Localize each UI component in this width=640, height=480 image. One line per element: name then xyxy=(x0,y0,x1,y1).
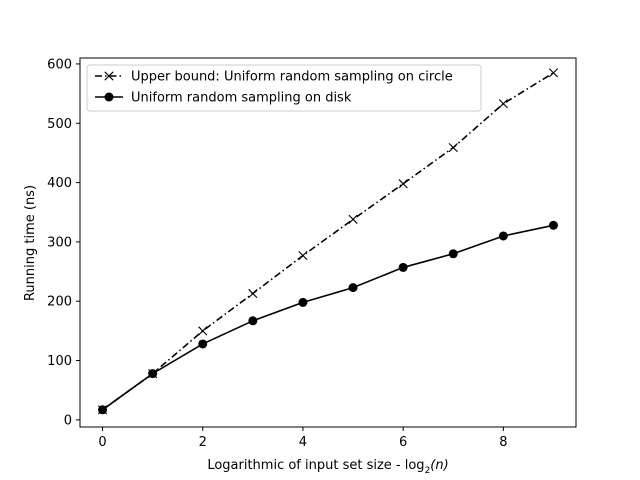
series-2-point xyxy=(448,249,458,259)
y-tick-label: 400 xyxy=(47,176,72,191)
series-2-point xyxy=(98,405,108,415)
x-axis-label-suffix: (n) xyxy=(430,458,448,473)
legend-marker-1 xyxy=(104,71,114,81)
y-tick-label: 200 xyxy=(47,295,72,310)
series-1-point xyxy=(248,288,258,299)
y-axis-label: Running time (ns) xyxy=(23,185,38,301)
series-1-point xyxy=(298,250,308,261)
y-tick-label: 600 xyxy=(47,57,72,72)
x-axis-label: Logarithmic of input set size - log2(n) xyxy=(207,458,448,476)
series-1-point xyxy=(548,68,559,78)
axes-frame xyxy=(79,57,577,428)
series-1-point xyxy=(498,99,508,109)
series-2-point xyxy=(348,283,358,293)
x-tick-label: 8 xyxy=(499,435,507,450)
x-tick-label: 0 xyxy=(98,435,106,450)
x-axis-label-main: Logarithmic of input set size - log xyxy=(207,458,424,473)
legend-box xyxy=(86,64,482,112)
series-2-point xyxy=(298,297,308,307)
series-1-point xyxy=(448,142,458,153)
series-2-point xyxy=(548,220,558,230)
series-2-point xyxy=(398,262,408,272)
series-1-point xyxy=(198,326,208,336)
series-line-2 xyxy=(102,224,554,411)
y-tick-label: 100 xyxy=(47,354,72,369)
series-1-point xyxy=(398,179,408,189)
legend-label-2: Uniform random sampling on disk xyxy=(131,91,352,106)
legend: Upper bound: Uniform random sampling on … xyxy=(86,64,482,112)
legend-marker-2 xyxy=(104,92,114,102)
y-tick-label: 500 xyxy=(47,117,72,132)
y-tick-label: 300 xyxy=(47,235,72,250)
series-2-point xyxy=(148,369,158,379)
series-1-point xyxy=(348,214,358,224)
plot-area xyxy=(97,68,559,415)
legend-label-1: Upper bound: Uniform random sampling on … xyxy=(131,70,453,85)
series-2-point xyxy=(248,316,258,326)
y-tick-label: 0 xyxy=(64,413,72,428)
x-tick-label: 2 xyxy=(199,435,207,450)
x-tick-label: 4 xyxy=(299,435,307,450)
x-axis-label-subscript: 2 xyxy=(425,466,431,476)
axis-ticks: 0 2 4 6 8 0 100 200 300 400 500 600 xyxy=(47,57,507,450)
x-tick-label: 6 xyxy=(399,435,407,450)
series-2-point xyxy=(198,339,208,349)
series-2-point xyxy=(498,231,508,241)
